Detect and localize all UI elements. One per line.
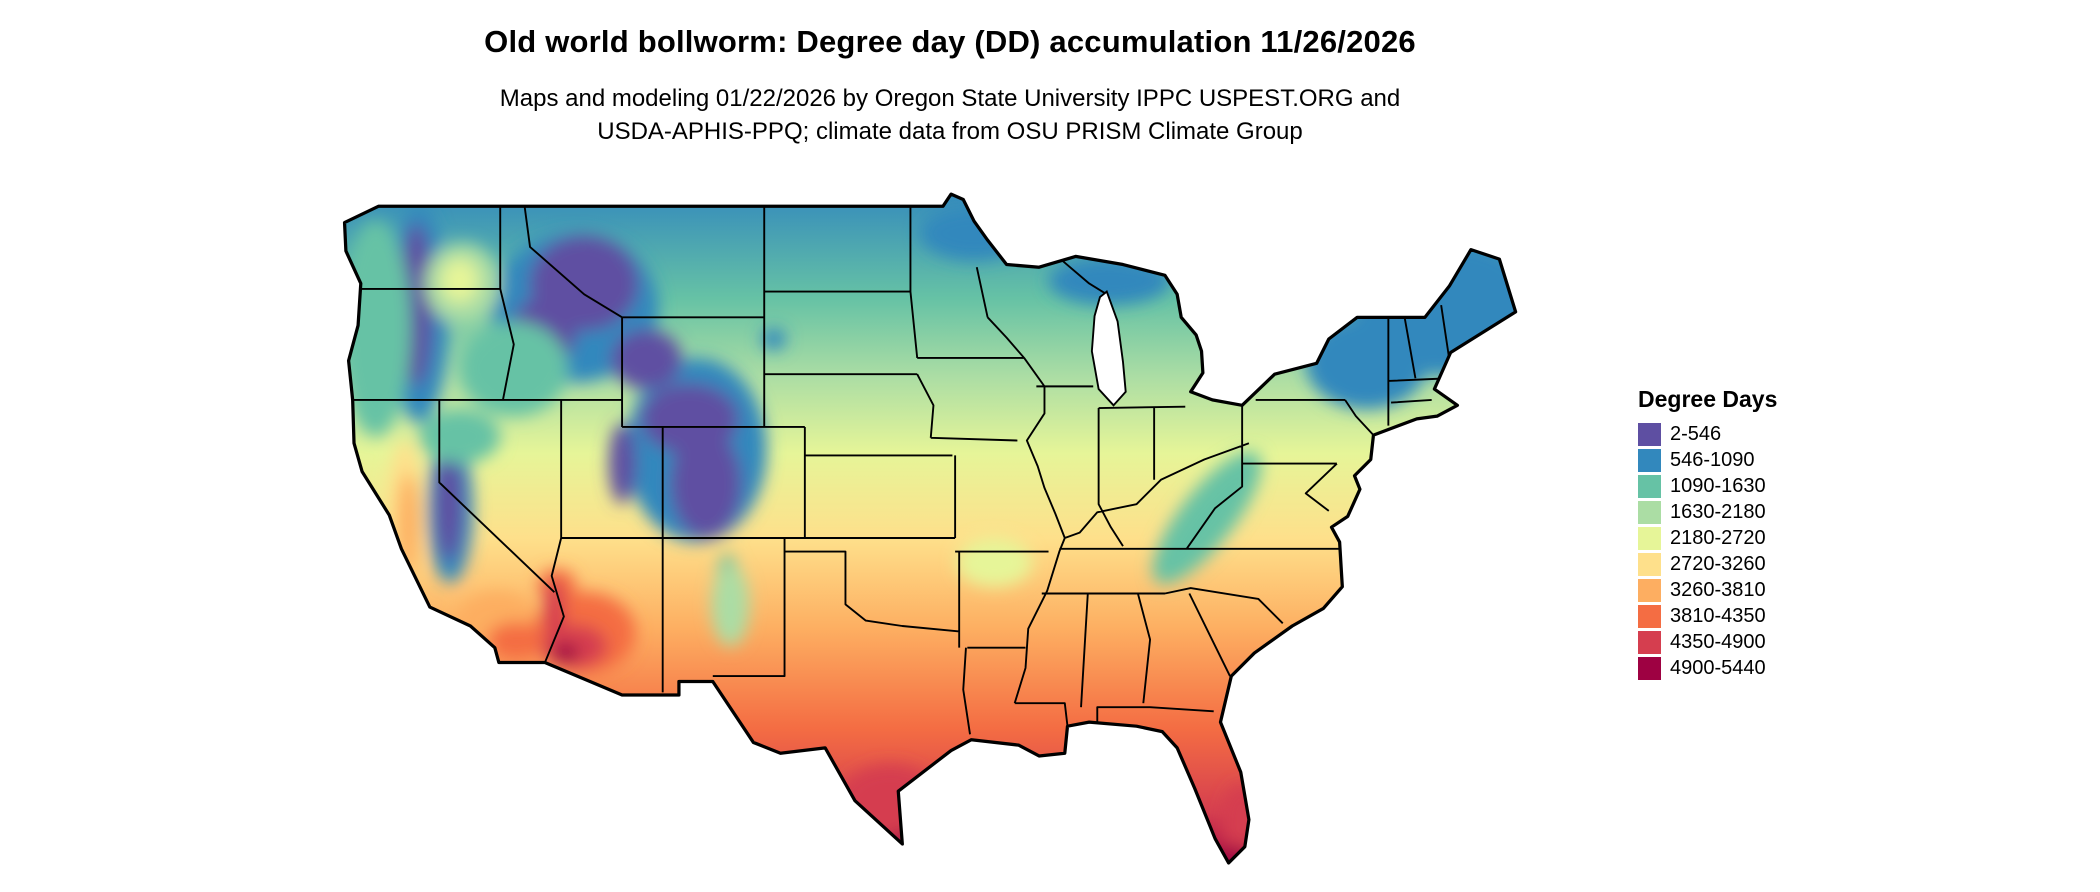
legend-entry-label: 546-1090 <box>1670 449 1755 471</box>
legend-entry-label: 2-546 <box>1670 423 1722 445</box>
legend-entry: 4900-5440 <box>1638 657 1777 680</box>
legend-entry-label: 3260-3810 <box>1670 579 1766 601</box>
us-outline <box>342 192 1518 865</box>
legend-entry: 1630-2180 <box>1638 501 1777 524</box>
legend-swatch <box>1638 605 1661 628</box>
map-header: Old world bollworm: Degree day (DD) accu… <box>250 24 1650 148</box>
page-subtitle: Maps and modeling 01/22/2026 by Oregon S… <box>250 82 1650 148</box>
legend-entries: 2-546 546-1090 1090-1630 1630-2180 2180-2720… <box>1638 423 1777 680</box>
us-map-svg <box>342 192 1518 865</box>
lake-michigan <box>1090 290 1127 407</box>
legend-entry: 2-546 <box>1638 423 1777 446</box>
legend-swatch <box>1638 501 1661 524</box>
legend-entry: 546-1090 <box>1638 449 1777 472</box>
subtitle-line-1: Maps and modeling 01/22/2026 by Oregon S… <box>499 85 1401 112</box>
legend-swatch <box>1638 631 1661 654</box>
state-borders <box>352 206 1451 735</box>
us-degree-day-map <box>297 186 1597 890</box>
legend-entry: 1090-1630 <box>1638 475 1777 498</box>
legend-swatch <box>1638 553 1661 576</box>
legend-entry: 3260-3810 <box>1638 579 1777 602</box>
legend-title: Degree Days <box>1638 386 1778 412</box>
subtitle-line-2: USDA-APHIS-PPQ; climate data from OSU PR… <box>597 118 1303 145</box>
legend-swatch <box>1638 657 1661 680</box>
legend-entry-label: 2180-2720 <box>1670 527 1766 549</box>
legend-entry: 2180-2720 <box>1638 527 1777 550</box>
legend: Degree Days 2-546 546-1090 1090-1630 1630-2… <box>1638 386 1777 683</box>
legend-swatch <box>1638 579 1661 602</box>
legend-entry-label: 4350-4900 <box>1670 631 1766 653</box>
legend-entry-label: 3810-4350 <box>1670 605 1766 627</box>
legend-swatch <box>1638 449 1661 472</box>
page-title: Old world bollworm: Degree day (DD) accu… <box>484 24 1416 59</box>
legend-entry: 2720-3260 <box>1638 553 1777 576</box>
legend-entry: 3810-4350 <box>1638 605 1777 628</box>
legend-entry-label: 2720-3260 <box>1670 553 1766 575</box>
legend-entry-label: 1630-2180 <box>1670 501 1766 523</box>
legend-swatch <box>1638 527 1661 550</box>
legend-entry-label: 1090-1630 <box>1670 475 1766 497</box>
legend-entry: 4350-4900 <box>1638 631 1777 654</box>
legend-swatch <box>1638 423 1661 446</box>
legend-entry-label: 4900-5440 <box>1670 657 1766 679</box>
legend-swatch <box>1638 475 1661 498</box>
